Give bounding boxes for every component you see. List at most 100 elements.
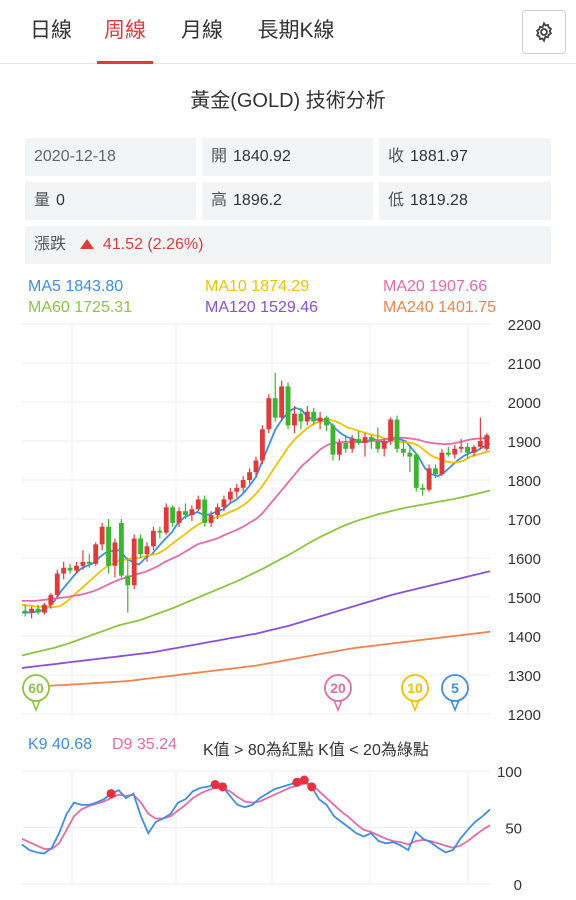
candle (67, 563, 73, 574)
candle-body (375, 441, 381, 449)
ma20-value: 1907.66 (429, 278, 488, 295)
series-line-ma5 (22, 406, 491, 614)
candle (54, 569, 60, 597)
change-label: 漲跌 (34, 236, 67, 253)
candle (22, 604, 28, 617)
quote-change: 漲跌 41.52 (2.26%) (25, 226, 551, 264)
candle (484, 433, 490, 451)
quote-date-value: 2020-12-18 (34, 148, 116, 165)
y-tick-label: 1900 (508, 434, 541, 451)
high-value: 1896.2 (233, 192, 282, 209)
candle-body (99, 526, 105, 545)
candlestick-chart[interactable]: 1200 1300 1400 1500 1600 1700 1800 1900 2000 2100… (0, 318, 576, 722)
tab-monthly[interactable]: 月線 (181, 19, 223, 42)
candle-body (215, 507, 220, 516)
candle-body (176, 511, 182, 523)
candle-body (426, 468, 432, 490)
quote-close: 收 1881.97 (379, 138, 551, 176)
series-line-d9 (21, 782, 491, 850)
candle-body (253, 460, 259, 473)
ma-marker-60: 60 (22, 674, 50, 713)
ma-marker-circle (441, 674, 469, 702)
high-label: 高 (211, 192, 228, 209)
quote-open: 開 1840.92 (202, 138, 373, 176)
candle-body (439, 452, 445, 475)
ma5-legend: MA5 1843.80 (28, 278, 123, 296)
candle-body (445, 452, 451, 455)
candle-body (413, 454, 419, 488)
ma-marker-10: 10 (401, 674, 429, 713)
settings-button[interactable] (522, 10, 566, 54)
candle (407, 444, 413, 473)
kd-chart[interactable]: 0 50 100 (0, 760, 576, 896)
candle-body (67, 567, 73, 571)
candle-body (259, 429, 265, 461)
candle (465, 442, 470, 459)
candle-body (484, 435, 490, 449)
y-tick-label: 50 (505, 821, 522, 838)
candle (221, 495, 227, 512)
candle (349, 435, 355, 453)
series-line-ma60 (21, 489, 491, 657)
candle-body (42, 604, 47, 613)
tab-weekly[interactable]: 周線 (97, 0, 153, 64)
candle-body (202, 499, 208, 523)
candle-body (240, 480, 246, 488)
candle-body (336, 442, 342, 455)
ma-marker-20: 20 (324, 674, 352, 713)
candle-body (35, 608, 41, 613)
candle (445, 446, 451, 457)
candle-body (292, 413, 297, 426)
ma-marker-pointer (450, 699, 460, 713)
candle (426, 464, 432, 492)
candle (35, 604, 41, 615)
candle (61, 561, 67, 580)
candle-body (266, 398, 272, 430)
ma-marker-pointer (333, 699, 343, 713)
candle (388, 417, 394, 445)
candle-body (93, 544, 99, 564)
candle-body (247, 472, 253, 480)
close-value: 1881.97 (410, 148, 468, 165)
gear-icon (535, 21, 553, 43)
candle-body (324, 417, 329, 426)
d9-value: 35.24 (136, 736, 177, 753)
candle (452, 444, 458, 459)
open-value: 1840.92 (233, 148, 291, 165)
candle (439, 448, 445, 477)
candle-body (272, 398, 278, 418)
kd-overbought-dot (106, 789, 116, 799)
volume-value: 0 (56, 192, 65, 209)
ma240-label: MA240 (383, 299, 434, 316)
candle-body (144, 546, 150, 555)
tab-long-term[interactable]: 長期K線 (257, 19, 335, 42)
candle-body (234, 487, 240, 492)
k9-value: 40.68 (52, 736, 93, 753)
candle-body (131, 538, 137, 586)
y-tick-label: 2000 (508, 395, 541, 412)
series-line-ma10 (21, 418, 491, 608)
candle (208, 511, 214, 527)
candle (183, 503, 188, 519)
ma-marker-circle (324, 674, 352, 702)
tab-daily[interactable]: 日線 (30, 19, 72, 42)
candle-body (138, 538, 144, 555)
candle-body (317, 417, 323, 422)
change-value: 41.52 (2.26%) (102, 236, 204, 253)
ma-marker-circle (22, 674, 50, 702)
candle (74, 561, 79, 574)
ma10-value: 1874.29 (251, 278, 310, 295)
candle (202, 495, 208, 527)
low-value: 1819.28 (410, 192, 468, 209)
ma5-value: 1843.80 (65, 278, 124, 295)
ma-marker-label: 60 (28, 680, 44, 696)
candle (99, 522, 105, 551)
candle (433, 464, 438, 479)
open-label: 開 (211, 148, 228, 165)
quote-date: 2020-12-18 (25, 138, 196, 176)
candle (343, 435, 349, 453)
series-line-ma20 (22, 437, 491, 602)
k9-legend: K9 40.68 (28, 736, 92, 754)
kd-overbought-dot (210, 780, 220, 790)
